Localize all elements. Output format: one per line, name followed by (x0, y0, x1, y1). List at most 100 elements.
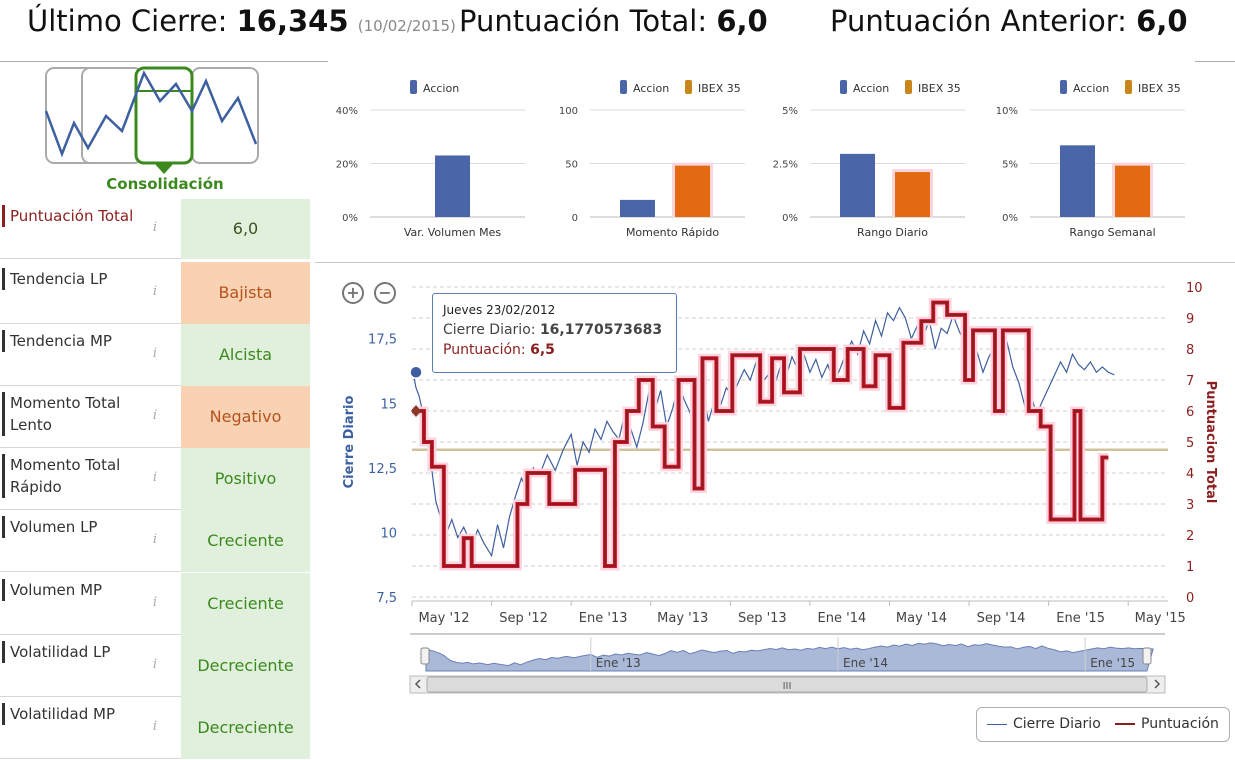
indicator-value: Negativo (181, 386, 310, 448)
info-icon[interactable]: i (152, 346, 158, 361)
indicator-value: Decreciente (181, 635, 310, 697)
scrollbar-grip: III (783, 681, 792, 692)
y-tick-label: 5% (1002, 160, 1018, 171)
y-tick-label: 2.5% (773, 160, 798, 171)
zoom-in-icon[interactable]: + (342, 282, 364, 304)
y2-tick-label: 10 (1186, 281, 1203, 296)
y2-tick-label: 8 (1186, 343, 1194, 358)
y-tick-label: 100 (559, 106, 578, 117)
indicator-label: Puntuación Total (2, 205, 142, 227)
tooltip-close: Cierre Diario: 16,1770573683 (443, 322, 663, 338)
previous-score-value: 6,0 (1136, 4, 1188, 38)
score-series-line[interactable] (412, 301, 1109, 568)
indicator-label: Momento Total Rápido (2, 454, 142, 498)
legend-swatch (685, 80, 692, 94)
chart-tooltip: Jueves 23/02/2012 Cierre Diario: 16,1770… (432, 293, 677, 373)
y-tick-label: 0% (342, 213, 358, 224)
y2-tick-label: 1 (1186, 560, 1194, 575)
bar-accion[interactable] (1060, 145, 1095, 217)
navigator-series (425, 642, 1154, 672)
legend-label: IBEX 35 (918, 82, 961, 95)
bar-chart: Accion IBEX 35 0 50 100 Momento Rápido (559, 80, 745, 239)
indicator-row: Tendencia LP i Bajista (0, 262, 310, 324)
indicator-row: Tendencia MP i Alcista (0, 324, 310, 386)
y2-tick-label: 0 (1186, 591, 1194, 606)
bar-ibex-35[interactable] (1115, 165, 1150, 217)
category-label: Rango Diario (857, 226, 928, 239)
bar-ibex-35[interactable] (675, 165, 710, 217)
legend-label: Accion (1073, 82, 1109, 95)
scroll-left-icon[interactable] (414, 679, 421, 689)
indicator-row: Momento Total Lento i Negativo (0, 386, 310, 448)
y-tick-label: 0 (572, 213, 578, 224)
info-icon[interactable]: i (152, 408, 158, 423)
indicator-value: Bajista (181, 262, 310, 324)
legend-item-score[interactable]: Puntuación (1115, 716, 1219, 732)
legend-item-close[interactable]: Cierre Diario (987, 716, 1101, 732)
previous-score: Puntuación Anterior: 6,0 (830, 4, 1188, 38)
scroll-right-icon[interactable] (1154, 679, 1161, 689)
legend-label: IBEX 35 (698, 82, 741, 95)
legend-swatch (1125, 80, 1132, 94)
indicator-value: Creciente (181, 573, 310, 635)
indicator-label: Volumen MP (2, 579, 142, 601)
header-divider-right (1195, 61, 1235, 62)
indicator-row: Volatilidad LP i Decreciente (0, 635, 310, 697)
x-tick-label: May '14 (896, 611, 947, 626)
indicator-row: Volumen MP i Creciente (0, 573, 310, 635)
navigator-handle-right[interactable] (1142, 647, 1152, 665)
indicator-label: Volatilidad MP (2, 703, 142, 725)
legend-swatch (905, 80, 912, 94)
y-tick-label: 20% (336, 160, 358, 171)
legend-label: Accion (633, 82, 669, 95)
bar-accion[interactable] (840, 153, 875, 217)
info-icon[interactable]: i (152, 595, 158, 610)
indicator-label: Volumen LP (2, 516, 142, 538)
comparison-bar-charts: Accion 0% 20% 40% Var. Volumen Mes Accion IBEX… (336, 80, 1185, 239)
y-tick-label: 5% (782, 106, 798, 117)
header-divider (0, 61, 328, 62)
info-icon[interactable]: i (152, 657, 158, 672)
scrollbar-thumb[interactable] (426, 676, 1148, 693)
x-tick-label: Sep '12 (499, 611, 548, 626)
y-tick-label: 40% (336, 106, 358, 117)
close-hover-marker (409, 365, 423, 379)
category-label: Momento Rápido (626, 226, 719, 239)
indicator-row: Volatilidad MP i Decreciente (0, 697, 310, 759)
y2-tick-label: 3 (1186, 498, 1194, 513)
tooltip-score: Puntuación: 6,5 (443, 342, 555, 358)
consolidation-pattern-icon (44, 66, 259, 174)
x-tick-label: May '13 (657, 611, 708, 626)
info-icon[interactable]: i (152, 470, 158, 485)
info-icon[interactable]: i (152, 220, 158, 235)
y2-tick-label: 2 (1186, 529, 1194, 544)
x-tick-label: Ene '14 (818, 611, 867, 626)
x-tick-label: May '15 (1135, 611, 1186, 626)
price-score-chart[interactable]: 0 1 2 3 4 5 6 7 8 9 10 7,5 10 12,5 15 17,5 Cierre Diario… (315, 265, 1235, 700)
info-icon[interactable]: i (152, 532, 158, 547)
info-icon[interactable]: i (152, 719, 158, 734)
indicator-value: 6,0 (181, 199, 310, 259)
y-tick-label: 17,5 (368, 333, 397, 348)
bar-accion[interactable] (620, 199, 655, 217)
indicator-row: Momento Total Rápido i Positivo (0, 448, 310, 510)
bar-accion[interactable] (435, 155, 470, 217)
y2-axis-label: Puntuacion Total (1203, 381, 1218, 504)
navigator-tick-label: Ene '13 (596, 656, 641, 670)
y-tick-label: 12,5 (368, 462, 397, 477)
bar-chart: Accion IBEX 35 0% 5% 10% Rango Semanal (996, 80, 1185, 239)
y2-tick-label: 4 (1186, 467, 1194, 482)
y-tick-label: 7,5 (376, 591, 397, 606)
last-close-date: (10/02/2015) (357, 17, 456, 35)
zoom-out-icon[interactable]: − (374, 282, 396, 304)
last-close: Último Cierre: 16,345 (10/02/2015) (27, 4, 456, 38)
navigator-handle-left[interactable] (420, 647, 430, 665)
indicator-label: Tendencia LP (2, 268, 142, 290)
indicator-label: Momento Total Lento (2, 392, 142, 436)
category-label: Rango Semanal (1069, 226, 1155, 239)
bar-ibex-35[interactable] (895, 172, 930, 217)
y2-tick-label: 6 (1186, 405, 1194, 420)
legend-swatch (620, 80, 627, 94)
y-tick-label: 10% (996, 106, 1018, 117)
info-icon[interactable]: i (152, 284, 158, 299)
